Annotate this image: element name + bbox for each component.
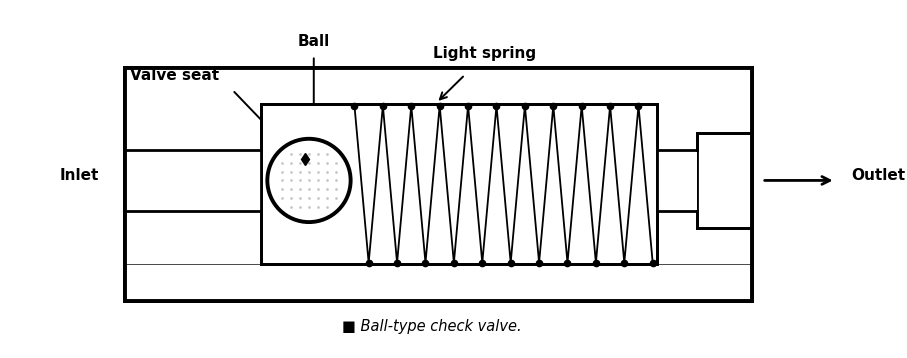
Text: Outlet: Outlet (851, 168, 905, 183)
Bar (125, 150, 261, 211)
Bar (125, 68, 752, 104)
Bar (697, 133, 752, 228)
Text: Valve seat: Valve seat (131, 68, 219, 83)
Bar (125, 264, 752, 301)
Bar (697, 228, 752, 264)
Bar (125, 264, 752, 301)
Bar (697, 104, 752, 133)
Bar (125, 211, 261, 264)
Bar (657, 211, 697, 264)
Text: Ball: Ball (297, 34, 330, 49)
Bar (261, 104, 657, 264)
Bar (125, 104, 261, 150)
Bar (657, 150, 697, 211)
Text: Inlet: Inlet (60, 168, 99, 183)
Text: Light spring: Light spring (433, 47, 536, 61)
Bar (125, 68, 752, 104)
Bar (125, 68, 752, 301)
Text: ■ Ball-type check valve.: ■ Ball-type check valve. (342, 319, 522, 334)
Bar (657, 104, 697, 150)
Bar (125, 68, 752, 301)
Bar (261, 104, 657, 264)
